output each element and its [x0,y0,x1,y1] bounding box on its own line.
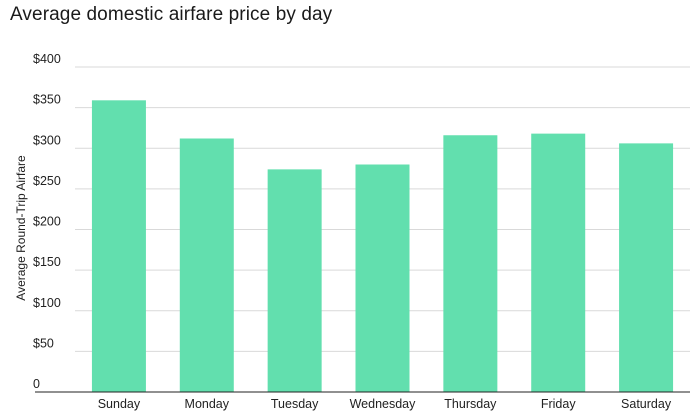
y-tick-label: $100 [33,296,61,310]
y-tick-label: $200 [33,215,61,229]
y-tick-label: $350 [33,93,61,107]
bar-monday [179,138,234,392]
bar-sunday [91,100,146,392]
y-tick-label: $400 [33,52,61,66]
bar-friday [531,133,586,392]
x-tick-label: Thursday [444,397,497,411]
bars [91,100,674,392]
x-tick-label: Friday [541,397,576,411]
x-tick-label: Sunday [98,397,141,411]
y-tick-label: $50 [33,336,54,350]
x-tick-labels: Sunday Monday Tuesday Wednesday Thursday Frid… [98,397,672,411]
x-tick-label: Tuesday [271,397,319,411]
bar-wednesday [355,164,410,392]
chart-title: Average domestic airfare price by day [10,4,333,25]
y-tick-label: $250 [33,174,61,188]
bar-saturday [619,143,674,392]
bar-tuesday [267,169,322,392]
x-tick-label: Wednesday [350,397,417,411]
x-tick-label: Saturday [621,397,672,411]
y-tick-label: 0 [33,377,40,391]
bar-thursday [443,135,498,392]
x-tick-label: Monday [185,397,230,411]
y-tick-label: $150 [33,255,61,269]
y-tick-labels: 0 $50 $100 $150 $200 $250 $300 $350 $400 [33,52,61,391]
y-axis-title: Average Round-Trip Airfare [14,155,28,301]
y-tick-label: $300 [33,133,61,147]
